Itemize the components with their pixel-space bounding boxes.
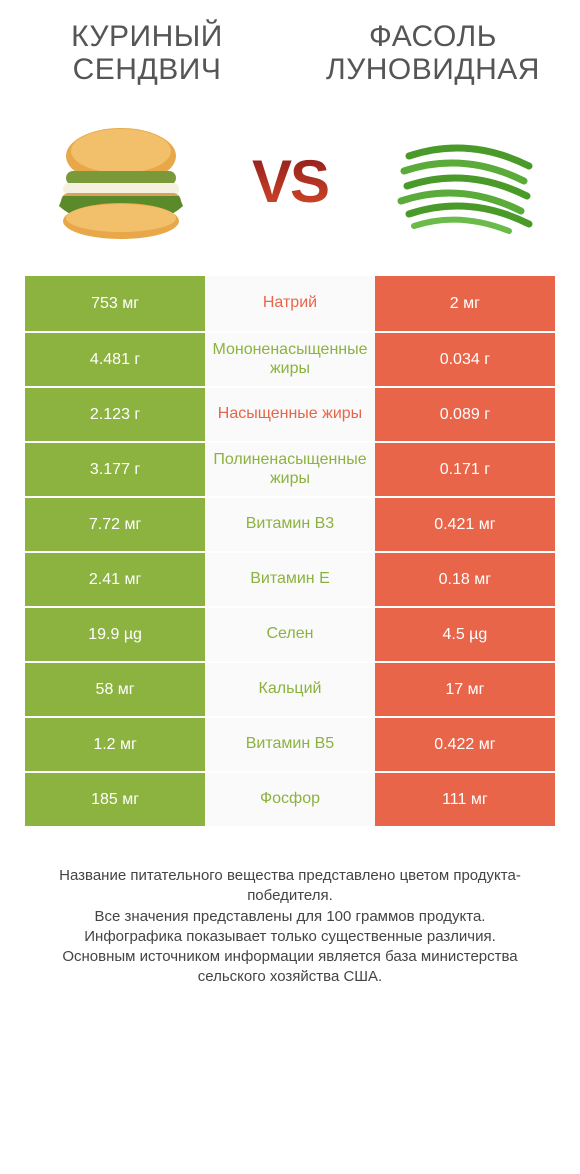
- comparison-table: 753 мгНатрий2 мг4.481 гМононенасыщенные …: [25, 276, 555, 826]
- left-value-cell: 3.177 г: [25, 443, 205, 496]
- right-food-image: [379, 116, 539, 246]
- left-value-cell: 19.9 µg: [25, 608, 205, 661]
- left-value-cell: 753 мг: [25, 276, 205, 331]
- footer-notes: Название питательного вещества представл…: [30, 866, 550, 988]
- nutrient-label-cell: Витамин E: [205, 553, 375, 606]
- table-row: 2.123 гНасыщенные жиры0.089 г: [25, 386, 555, 441]
- nutrient-label-cell: Кальций: [205, 663, 375, 716]
- right-value-cell: 0.421 мг: [375, 498, 555, 551]
- table-row: 753 мгНатрий2 мг: [25, 276, 555, 331]
- footer-line-4: Основным источником информации является …: [30, 947, 550, 988]
- table-row: 58 мгКальций17 мг: [25, 661, 555, 716]
- left-value-cell: 7.72 мг: [25, 498, 205, 551]
- table-row: 7.72 мгВитамин B30.421 мг: [25, 496, 555, 551]
- right-value-cell: 4.5 µg: [375, 608, 555, 661]
- nutrient-label-cell: Насыщенные жиры: [205, 388, 375, 441]
- right-value-cell: 0.171 г: [375, 443, 555, 496]
- vs-label: VS: [252, 147, 328, 216]
- right-value-cell: 0.18 мг: [375, 553, 555, 606]
- left-value-cell: 2.123 г: [25, 388, 205, 441]
- footer-line-3: Инфографика показывает только существенн…: [30, 927, 550, 947]
- left-value-cell: 4.481 г: [25, 333, 205, 386]
- left-food-title: Куриный сендвич: [30, 20, 264, 86]
- left-value-cell: 1.2 мг: [25, 718, 205, 771]
- right-value-cell: 0.034 г: [375, 333, 555, 386]
- footer-line-1: Название питательного вещества представл…: [30, 866, 550, 907]
- nutrient-label-cell: Полиненасыщенные жиры: [205, 443, 375, 496]
- nutrient-label-cell: Натрий: [205, 276, 375, 331]
- table-row: 3.177 гПолиненасыщенные жиры0.171 г: [25, 441, 555, 496]
- nutrient-label-cell: Витамин B3: [205, 498, 375, 551]
- nutrient-label-cell: Мононенасыщенные жиры: [205, 333, 375, 386]
- right-value-cell: 0.422 мг: [375, 718, 555, 771]
- right-value-cell: 111 мг: [375, 773, 555, 826]
- right-food-title: Фасоль луновидная: [316, 20, 550, 86]
- table-row: 185 мгФосфор111 мг: [25, 771, 555, 826]
- table-row: 19.9 µgСелен4.5 µg: [25, 606, 555, 661]
- header: Куриный сендвич Фасоль луновидная: [0, 0, 580, 96]
- left-value-cell: 58 мг: [25, 663, 205, 716]
- vs-row: VS: [0, 96, 580, 276]
- right-value-cell: 2 мг: [375, 276, 555, 331]
- table-row: 1.2 мгВитамин B50.422 мг: [25, 716, 555, 771]
- left-value-cell: 185 мг: [25, 773, 205, 826]
- right-value-cell: 0.089 г: [375, 388, 555, 441]
- footer-line-2: Все значения представлены для 100 граммо…: [30, 907, 550, 927]
- table-row: 4.481 гМононенасыщенные жиры0.034 г: [25, 331, 555, 386]
- right-value-cell: 17 мг: [375, 663, 555, 716]
- nutrient-label-cell: Витамин B5: [205, 718, 375, 771]
- nutrient-label-cell: Фосфор: [205, 773, 375, 826]
- table-row: 2.41 мгВитамин E0.18 мг: [25, 551, 555, 606]
- nutrient-label-cell: Селен: [205, 608, 375, 661]
- left-food-image: [41, 116, 201, 246]
- left-value-cell: 2.41 мг: [25, 553, 205, 606]
